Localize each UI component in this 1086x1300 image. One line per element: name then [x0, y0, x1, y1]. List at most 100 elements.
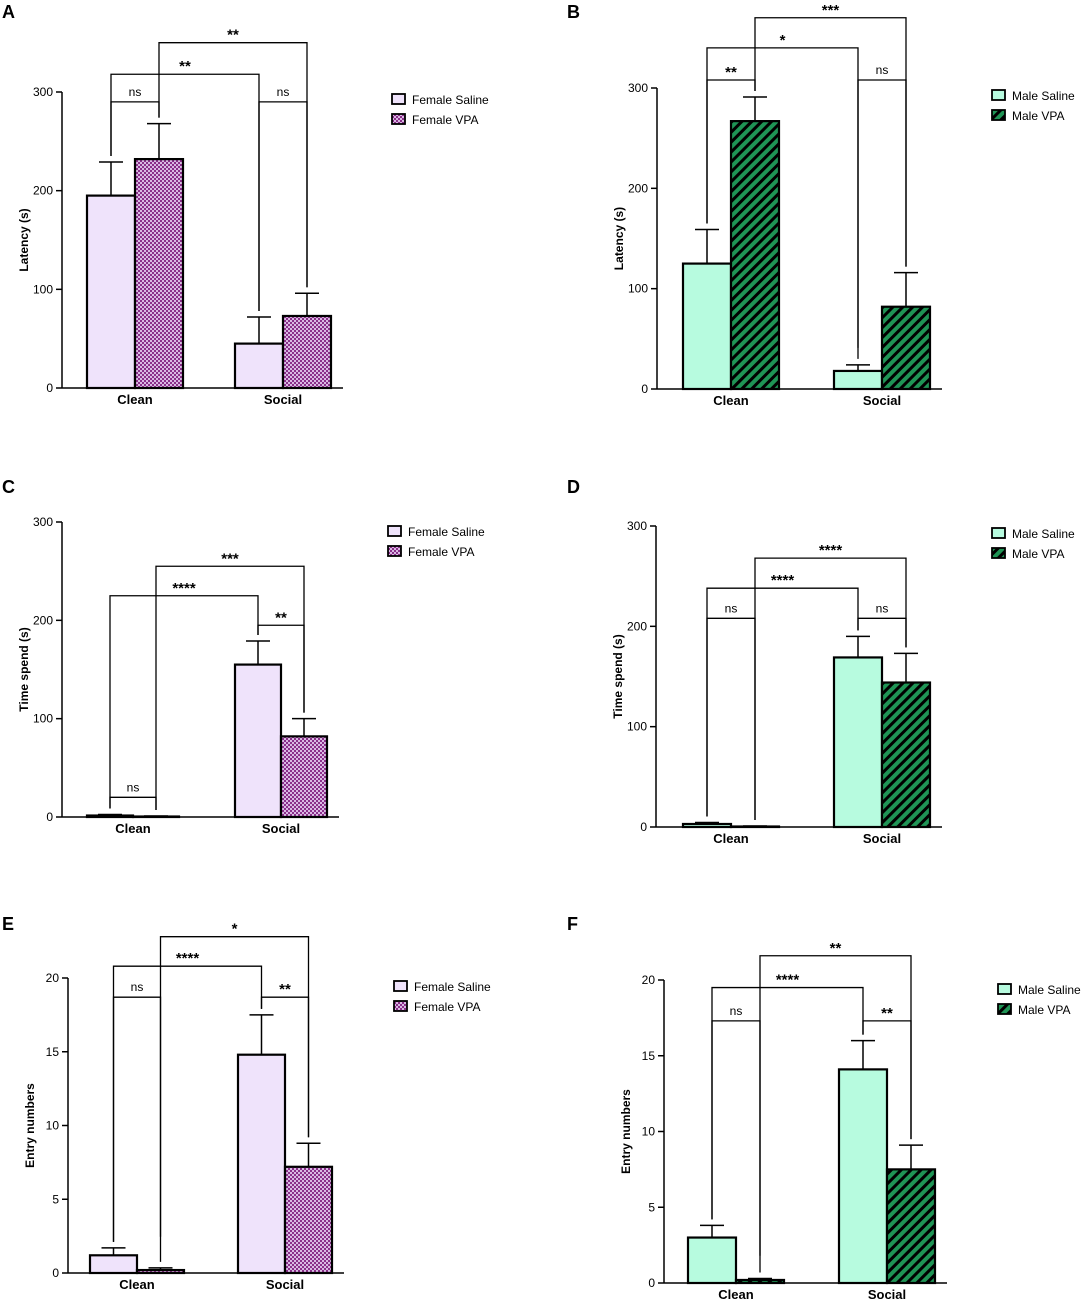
legend-label: Male VPA — [1012, 109, 1064, 123]
significance-bracket — [110, 101, 160, 157]
legend-swatch — [991, 89, 1006, 101]
bar-female-vpa-social — [283, 1165, 334, 1275]
y-tick-label: 100 — [33, 712, 53, 726]
y-tick-label: 15 — [642, 1049, 656, 1063]
panel-letter: C — [2, 477, 15, 497]
significance-label: ** — [227, 27, 239, 44]
y-tick-label: 5 — [648, 1200, 655, 1214]
significance-bracket — [112, 965, 263, 1242]
y-tick-label: 0 — [46, 810, 53, 824]
significance-bracket — [110, 73, 260, 311]
panel-letter: F — [567, 914, 578, 934]
significance-label: * — [232, 921, 238, 938]
significance-bracket — [857, 617, 907, 648]
legend-swatch — [997, 1003, 1012, 1015]
significance-bracket — [711, 1020, 761, 1273]
significance-label: *** — [822, 2, 840, 19]
y-tick-label: 300 — [627, 519, 647, 533]
significance-label: ns — [725, 601, 738, 615]
legend-label: Male Saline — [1012, 89, 1075, 103]
y-tick-label: 200 — [628, 181, 648, 195]
chart-panel-a: A 0 100 200 300 Latency (s) Clean Social ns ns ** *… — [2, 2, 489, 407]
y-tick-label: 300 — [33, 85, 53, 99]
x-category-label: Clean — [713, 393, 748, 408]
significance-bracket — [109, 595, 259, 809]
legend-swatch — [991, 547, 1006, 559]
significance-label: ** — [275, 609, 287, 626]
x-category-label: Social — [266, 1277, 304, 1292]
y-tick-label: 0 — [641, 382, 648, 396]
significance-bracket — [159, 936, 310, 1237]
significance-label: ** — [179, 58, 191, 75]
y-tick-label: 0 — [640, 820, 647, 834]
x-category-label: Clean — [119, 1277, 154, 1292]
legend-label: Female Saline — [412, 93, 489, 107]
y-axis-title: Entry numbers — [619, 1089, 633, 1174]
legend-swatch — [991, 527, 1006, 539]
legend-label: Female Saline — [408, 525, 485, 539]
significance-label: ns — [876, 601, 889, 615]
significance-label: **** — [176, 950, 200, 967]
legend-label: Female VPA — [412, 113, 478, 127]
y-tick-label: 200 — [627, 619, 647, 633]
legend-label: Male VPA — [1018, 1003, 1070, 1017]
significance-label: ns — [876, 63, 889, 77]
y-tick-label: 200 — [33, 184, 53, 198]
bar-female-saline-clean — [88, 1254, 139, 1275]
legend-swatch — [393, 1000, 408, 1012]
panel-letter: D — [567, 477, 580, 497]
y-tick-label: 200 — [33, 613, 53, 627]
x-category-label: Clean — [115, 821, 150, 836]
legend-swatch — [391, 113, 406, 125]
y-tick-label: 5 — [52, 1192, 59, 1206]
bar-female-saline-social — [236, 1053, 287, 1275]
significance-label: ns — [129, 85, 142, 99]
significance-bracket — [759, 955, 912, 1256]
x-category-label: Social — [264, 392, 302, 407]
legend-swatch — [387, 525, 402, 537]
significance-label: * — [780, 32, 786, 49]
legend-label: Male Saline — [1012, 527, 1075, 541]
y-tick-label: 100 — [33, 282, 53, 296]
significance-bracket — [706, 47, 859, 348]
significance-label: **** — [172, 580, 196, 597]
panel-letter: B — [567, 2, 580, 22]
y-tick-label: 0 — [52, 1266, 59, 1280]
significance-label: **** — [771, 572, 795, 589]
chart-panel-d: D 0 100 200 300 Time spend (s) Clean Social ns ns… — [567, 477, 1075, 846]
bar-male-saline-social — [837, 1068, 889, 1285]
bar-female-vpa-social — [279, 735, 329, 819]
significance-label: ns — [730, 1004, 743, 1018]
bar-male-vpa-social — [880, 681, 932, 829]
significance-label: **** — [776, 972, 800, 989]
legend-label: Male Saline — [1018, 983, 1081, 997]
y-tick-label: 20 — [642, 973, 656, 987]
x-category-label: Clean — [713, 831, 748, 846]
y-tick-label: 0 — [648, 1276, 655, 1290]
significance-label: ns — [131, 980, 144, 994]
y-tick-label: 0 — [46, 381, 53, 395]
x-category-label: Social — [868, 1287, 906, 1300]
significance-label: ** — [279, 981, 291, 998]
bar-female-vpa-social — [281, 314, 333, 390]
x-category-label: Social — [863, 831, 901, 846]
significance-bracket — [112, 996, 162, 1262]
significance-bracket — [706, 617, 756, 820]
y-tick-label: 100 — [627, 720, 647, 734]
y-axis-title: Latency (s) — [17, 208, 31, 271]
legend-label: Female VPA — [414, 1000, 480, 1014]
bar-female-saline-clean — [85, 814, 135, 819]
significance-bracket — [706, 587, 859, 817]
legend-swatch — [393, 980, 408, 992]
significance-bracket — [711, 986, 864, 1220]
significance-bracket — [754, 557, 907, 820]
panel-letter: E — [2, 914, 14, 934]
legend-label: Female VPA — [408, 545, 474, 559]
significance-bracket — [158, 42, 308, 288]
y-tick-label: 20 — [46, 971, 60, 985]
x-category-label: Social — [863, 393, 901, 408]
significance-bracket — [109, 796, 157, 811]
significance-label: ** — [881, 1005, 893, 1022]
